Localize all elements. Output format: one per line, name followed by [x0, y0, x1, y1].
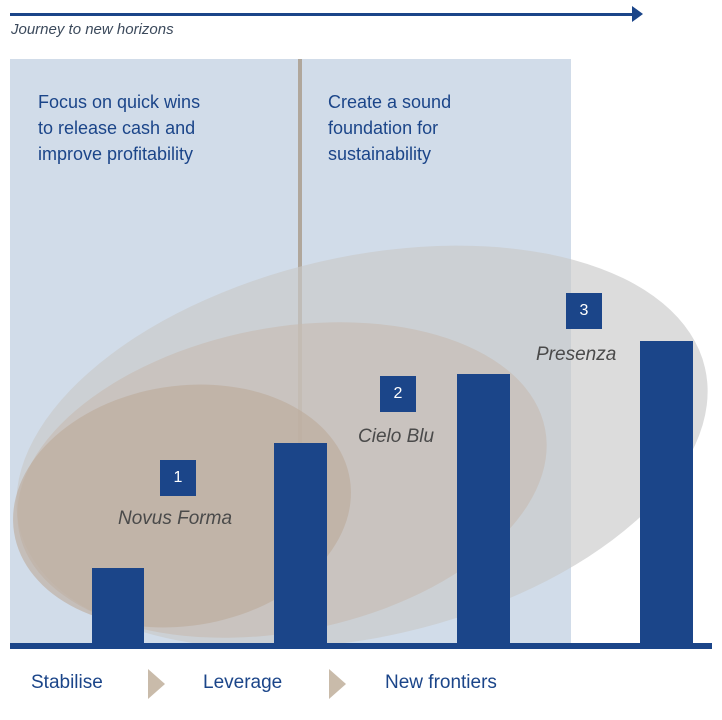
journey-arrow-line: [10, 13, 636, 16]
brand-name: Cielo Blu: [358, 426, 435, 447]
stage-label: New frontiers: [385, 672, 497, 693]
journey-arrow-head-icon: [632, 6, 643, 22]
bar-3: [457, 374, 510, 647]
brand-number-badge: 3: [566, 293, 602, 329]
bar-4: [640, 341, 693, 647]
bar-2: [274, 443, 327, 647]
brand-number-badge: 2: [380, 376, 416, 412]
brand-name: Novus Forma: [118, 508, 233, 529]
stage-label: Stabilise: [31, 672, 103, 693]
baseline: [10, 643, 712, 649]
bar-1: [92, 568, 144, 647]
phase2-heading: Create a sound foundation for sustainabi…: [328, 92, 452, 164]
chevron-right-icon: [329, 669, 346, 699]
brand-number-badge: 1: [160, 460, 196, 496]
chevron-right-icon: [148, 669, 165, 699]
phase-divider: [298, 59, 302, 444]
stage-label: Leverage: [203, 672, 283, 693]
ellipse-novus-forma: [13, 384, 351, 628]
journey-label: Journey to new horizons: [11, 21, 174, 38]
brand-name: Presenza: [536, 344, 617, 365]
phase1-heading: Focus on quick wins to release cash and …: [38, 92, 201, 164]
